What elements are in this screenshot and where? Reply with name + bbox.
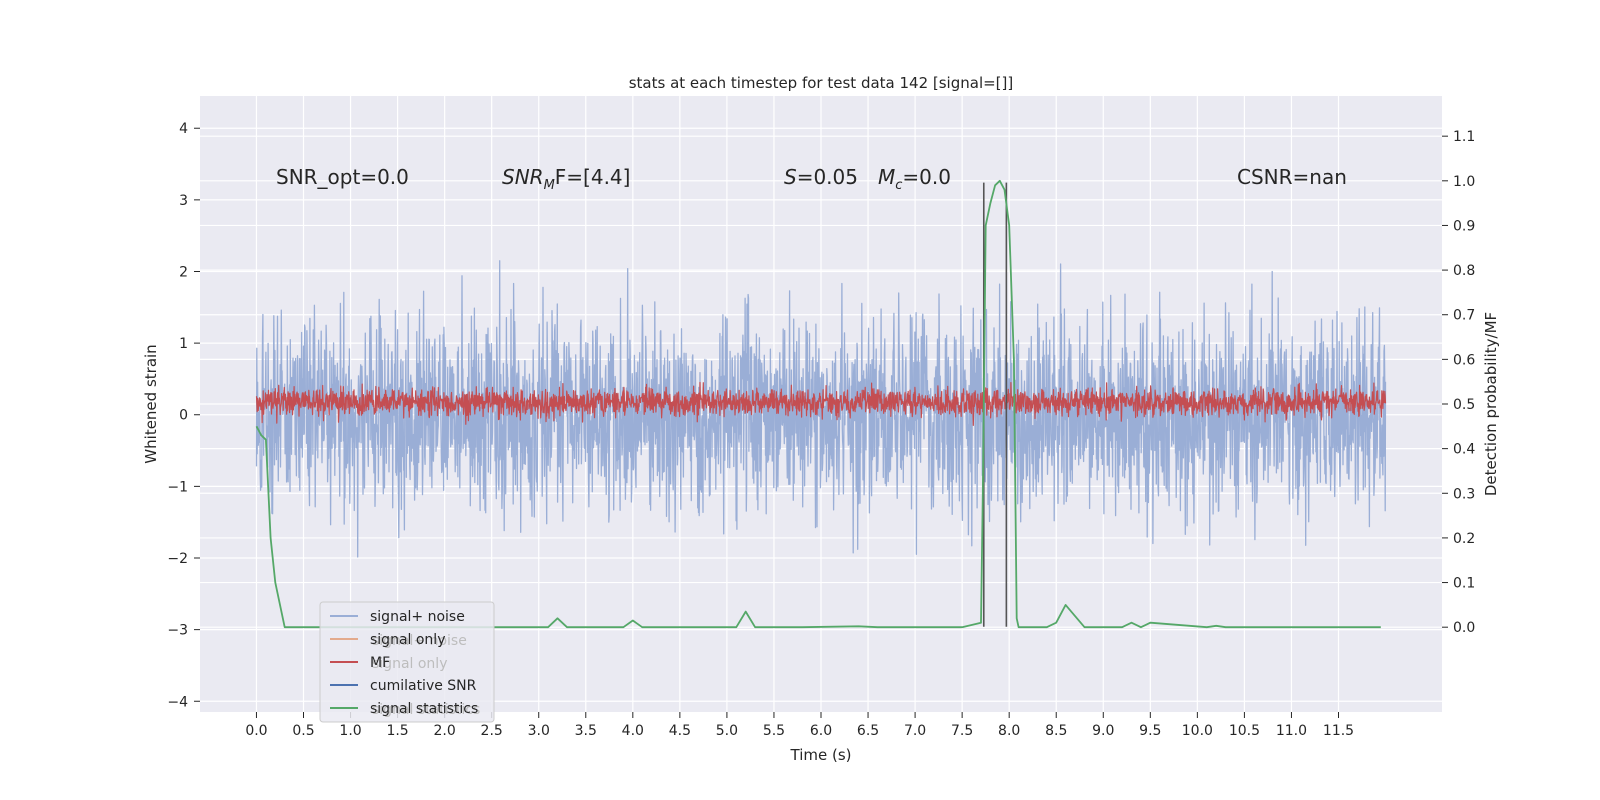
y-tick-label: 2 <box>179 264 188 280</box>
y-axis-label: Whitened strain <box>142 344 160 463</box>
x-tick-label: 10.5 <box>1229 723 1260 739</box>
y2-tick-label: 0.2 <box>1453 531 1475 547</box>
y-tick-label: 0 <box>179 408 188 424</box>
x-tick-label: 6.0 <box>810 723 832 739</box>
y2-tick-label: 1.0 <box>1453 174 1475 190</box>
legend-ghost-label: signal statistics <box>372 702 480 718</box>
x-tick-label: 9.5 <box>1139 723 1161 739</box>
x-tick-label: 11.0 <box>1276 723 1307 739</box>
x-tick-label: 1.0 <box>339 723 361 739</box>
x-tick-label: 0.0 <box>245 723 267 739</box>
x-tick-label: 3.0 <box>528 723 550 739</box>
y2-tick-label: 0.1 <box>1453 576 1475 592</box>
y2-tick-label: 0.6 <box>1453 352 1475 368</box>
x-tick-label: 4.0 <box>622 723 644 739</box>
legend-label-signal-statistics: signal statistics <box>370 701 478 717</box>
x-axis-label: Time (s) <box>790 746 852 764</box>
x-tick-label: 6.5 <box>857 723 879 739</box>
y-axis-ticks: −4 −3 −2 −1 0 1 2 3 4 <box>167 121 200 710</box>
x-tick-label: 8.5 <box>1045 723 1067 739</box>
signal-statistics-series <box>255 179 1381 629</box>
y2-tick-label: 0.9 <box>1453 218 1475 234</box>
x-tick-label: 7.0 <box>904 723 926 739</box>
x-tick-label: 2.0 <box>434 723 456 739</box>
y2-tick-label: 0.3 <box>1453 486 1475 502</box>
y-tick-label: 3 <box>179 193 188 209</box>
x-tick-label: 7.5 <box>951 723 973 739</box>
y2-axis-label: Detection probability/MF <box>1482 312 1500 496</box>
x-tick-label: 9.0 <box>1092 723 1114 739</box>
y-tick-label: −2 <box>167 551 188 567</box>
signal-noise-series <box>255 260 1387 558</box>
legend-label-signal-only: signal only <box>370 632 445 648</box>
annotation-snr-mf: SNRMF=[4.4] <box>502 165 630 193</box>
y-tick-label: 1 <box>179 336 188 352</box>
x-tick-label: 2.5 <box>481 723 503 739</box>
chart-title: stats at each timestep for test data 142… <box>629 74 1014 92</box>
y-tick-label: −1 <box>167 479 188 495</box>
x-tick-label: 8.0 <box>998 723 1020 739</box>
x-tick-label: 4.5 <box>669 723 691 739</box>
y2-axis-ticks: 0.0 0.1 0.2 0.3 0.4 0.5 0.6 0.7 0.8 0.9 1.0 1.1 <box>1442 129 1475 636</box>
x-tick-label: 3.5 <box>575 723 597 739</box>
annotation-mc: Mc=0.0 <box>878 165 951 193</box>
y-tick-label: −3 <box>167 623 188 639</box>
series-layer <box>255 179 1387 629</box>
x-tick-label: 0.5 <box>292 723 314 739</box>
annotation-s: S=0.05 <box>784 165 858 189</box>
y2-tick-label: 0.5 <box>1453 397 1475 413</box>
mf-series <box>255 381 1387 426</box>
annotation-csnr: CSNR=nan <box>1237 165 1347 189</box>
legend-label-mf: MF <box>370 655 390 671</box>
x-tick-label: 1.5 <box>386 723 408 739</box>
annotation-snr-opt: SNR_opt=0.0 <box>276 165 409 189</box>
y2-tick-label: 0.8 <box>1453 263 1475 279</box>
x-tick-label: 11.5 <box>1323 723 1354 739</box>
y2-tick-label: 1.1 <box>1453 129 1475 145</box>
x-tick-label: 5.5 <box>763 723 785 739</box>
y2-tick-label: 0.7 <box>1453 308 1475 324</box>
legend: signal+ noise signal only signal statist… <box>319 601 495 723</box>
legend-label-cumulative-snr: cumilative SNR <box>370 678 477 694</box>
x-tick-label: 10.0 <box>1182 723 1213 739</box>
legend-label-signal-noise: signal+ noise <box>370 609 465 625</box>
legend-ghost-label: signal only <box>372 656 447 672</box>
legend-ghost-label: signal+ noise <box>372 633 467 649</box>
y2-tick-label: 0.0 <box>1453 620 1475 636</box>
y-tick-label: 4 <box>179 121 188 137</box>
legend-box <box>319 601 495 723</box>
x-tick-label: 5.0 <box>716 723 738 739</box>
y-tick-label: −4 <box>167 694 188 710</box>
annotations: SNR_opt=0.0 SNRMF=[4.4] S=0.05 Mc=0.0 CS… <box>276 165 1347 193</box>
x-axis-ticks: 0.0 0.5 1.0 1.5 2.0 2.5 3.0 3.5 4.0 4.5 5.0 5.5 6.0 6… <box>245 712 1354 739</box>
y2-tick-label: 0.4 <box>1453 442 1475 458</box>
